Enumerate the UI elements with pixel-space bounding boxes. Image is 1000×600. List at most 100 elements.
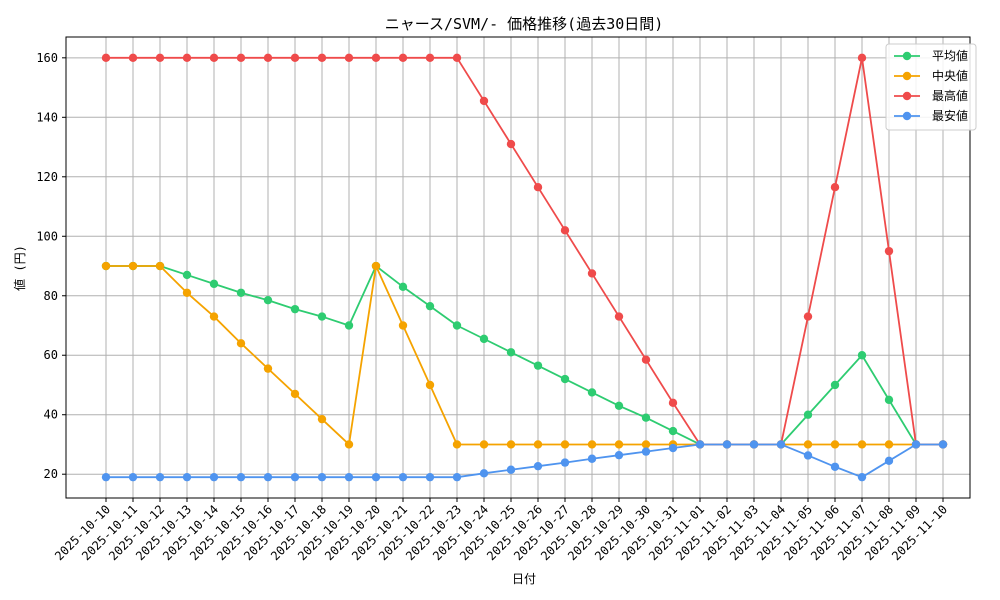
data-point [884,456,894,466]
data-point [236,53,246,63]
y-tick-label: 80 [44,289,58,303]
data-point [884,440,894,449]
data-point [128,53,138,63]
data-point [749,440,759,449]
data-point [533,461,543,471]
x-axis-label: 日付 [512,572,536,586]
data-point [830,462,840,471]
data-point [533,361,543,370]
y-axis-label: 値 (円) [12,245,27,291]
series-3 [101,53,948,449]
series-line [106,56,943,446]
data-point [263,53,273,63]
data-point [371,53,381,63]
data-point [452,472,462,482]
legend-marker [902,91,912,101]
data-point [452,321,462,330]
legend-label: 最安値 [932,108,968,123]
data-point [182,53,192,63]
y-tick-label: 40 [44,408,58,422]
data-point [209,312,219,321]
data-point [614,440,624,449]
data-point [155,261,165,271]
y-tick-label: 20 [44,467,58,481]
data-point [938,440,948,449]
data-point [506,440,516,449]
data-point [317,472,327,482]
data-point [398,472,408,482]
data-point [587,440,597,449]
data-point [290,389,300,399]
data-point [155,53,165,63]
legend-item: 中央値 [894,68,968,83]
series-4 [101,440,948,482]
data-point [398,321,408,330]
data-point [533,182,543,192]
data-point [722,440,732,449]
data-point [182,288,192,297]
chart-title: ニャース/SVM/- 価格推移(過去30日間) [385,15,664,33]
series-line [106,265,943,446]
data-point [614,450,624,460]
y-tick-label: 100 [36,229,58,243]
data-point [317,53,327,63]
data-point [641,440,651,449]
series-line [106,265,943,446]
data-point [857,53,867,63]
data-point [317,414,327,424]
data-point [506,139,516,149]
data-point [479,440,489,449]
data-point [344,440,354,449]
data-point [668,398,678,408]
data-point [776,440,786,449]
y-axis-ticks: 20 40 60 80 100 120 140 160 [36,51,66,481]
data-point [344,472,354,482]
data-point [425,301,435,311]
data-point [857,472,867,482]
data-point [452,53,462,63]
data-point [236,472,246,482]
data-point [641,355,651,364]
legend-label: 最高値 [932,88,968,103]
data-point [479,96,489,106]
data-point [614,312,624,321]
data-point [479,469,489,478]
data-point [830,182,840,192]
data-point [209,279,219,289]
data-point [128,472,138,482]
data-point [533,440,543,449]
data-point [155,472,165,482]
data-point [371,261,381,271]
series-line [106,443,943,479]
data-point [290,304,300,314]
data-point [263,296,273,305]
data-point [884,395,894,405]
data-point [506,465,516,474]
data-point [236,339,246,348]
data-point [587,454,597,463]
data-point [344,321,354,330]
data-point [641,447,651,456]
legend-label: 中央値 [932,68,968,83]
data-point [398,53,408,63]
data-point [857,440,867,449]
y-tick-label: 60 [44,348,58,362]
data-point [506,348,516,357]
data-point [425,472,435,482]
data-point [452,440,462,449]
data-point [911,440,921,449]
legend-label: 平均値 [932,48,968,63]
data-point [560,374,570,384]
y-tick-label: 140 [36,110,58,124]
data-point [695,440,705,449]
data-point [803,440,813,449]
data-point [560,458,570,467]
y-tick-label: 120 [36,170,58,184]
legend-box [885,43,977,131]
data-point [614,401,624,410]
data-point [182,472,192,482]
data-point [803,312,813,321]
data-point [803,451,813,460]
